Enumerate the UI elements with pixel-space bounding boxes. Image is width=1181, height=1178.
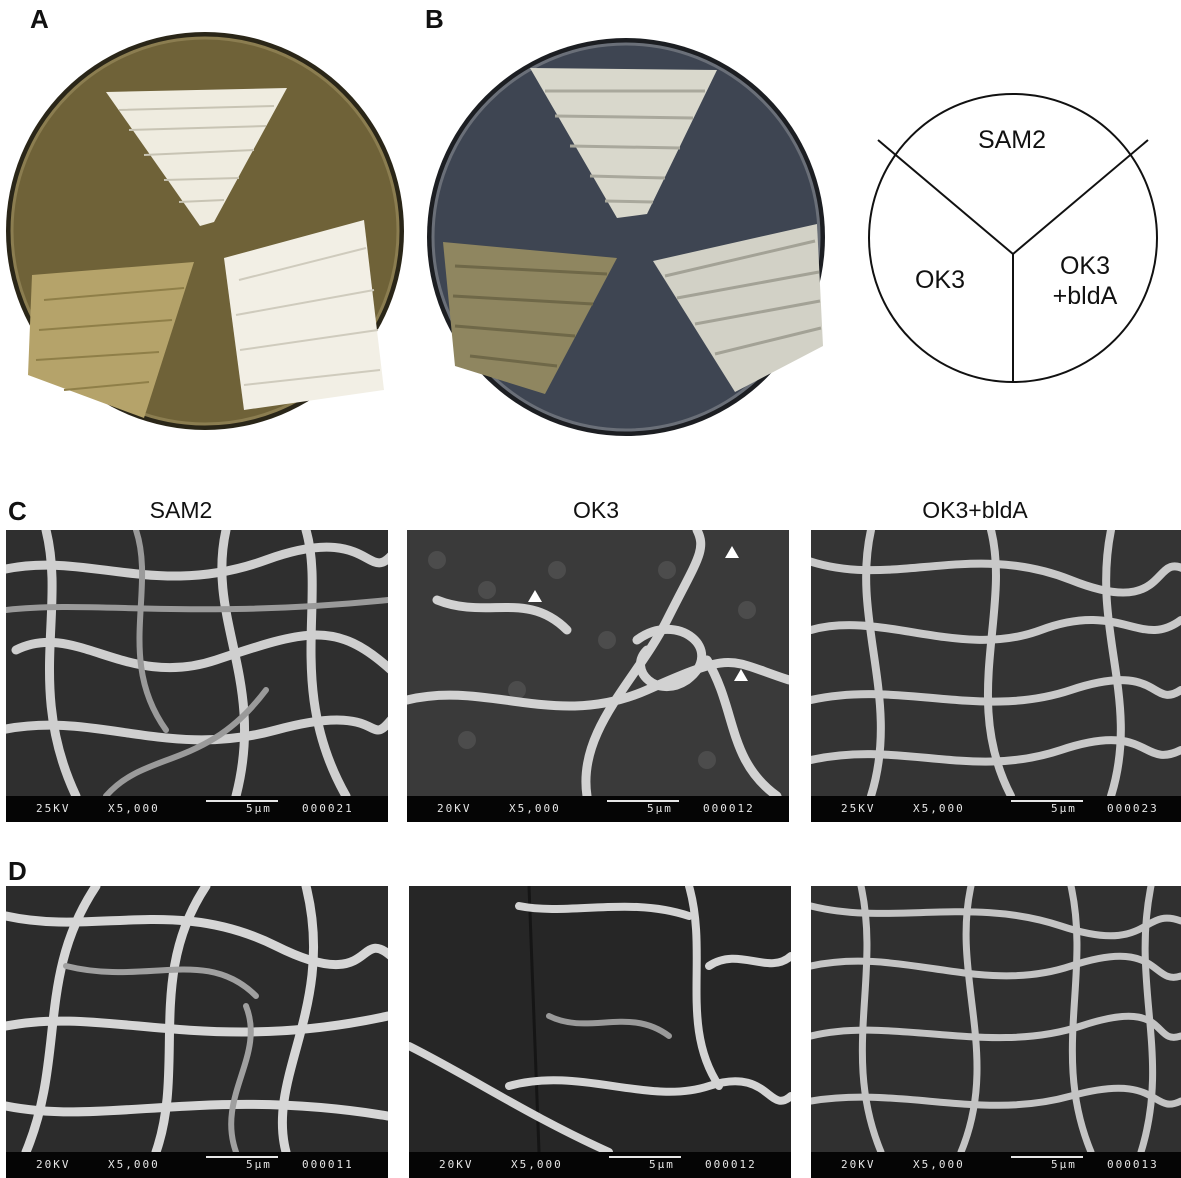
sem-voltage: 25KV	[36, 802, 71, 815]
plate-b-photo	[427, 38, 825, 436]
sem-image-number: 000011	[302, 1158, 354, 1171]
scale-bar	[1011, 1156, 1083, 1158]
scale-bar	[206, 800, 278, 802]
sem-image-d-ok3-blda: 20KV X5,000 5μm 000013	[811, 886, 1181, 1178]
sem-image-number: 000013	[1107, 1158, 1159, 1171]
sem-scale-label: 5μm	[246, 1158, 272, 1171]
sem-info-bar: 25KV X5,000 5μm 000021	[6, 796, 388, 822]
diagram-label-ok3-blda-line2: +bldA	[1052, 282, 1118, 310]
panel-label-d: D	[8, 856, 27, 886]
sem-image-c-ok3-blda: 25KV X5,000 5μm 000023	[811, 530, 1181, 822]
sem-voltage: 20KV	[841, 1158, 876, 1171]
diagram-label-sam2: SAM2	[977, 126, 1047, 154]
plate-b-sam2-colony	[530, 68, 717, 218]
sem-image-number: 000021	[302, 802, 354, 815]
plate-b-ok3-blda-colony	[653, 224, 823, 392]
panel-label-b: B	[425, 4, 444, 34]
scale-bar	[609, 1156, 681, 1158]
sem-image-c-sam2: 25KV X5,000 5μm 000021	[6, 530, 388, 822]
sem-info-bar: 20KV X5,000 5μm 000012	[407, 796, 789, 822]
sem-image-number: 000023	[1107, 802, 1159, 815]
sem-voltage: 20KV	[439, 1158, 474, 1171]
sem-info-bar: 20KV X5,000 5μm 000011	[6, 1152, 388, 1178]
sem-info-bar: 20KV X5,000 5μm 000012	[409, 1152, 791, 1178]
sem-image-d-sam2: 20KV X5,000 5μm 000011	[6, 886, 388, 1178]
sem-voltage: 25KV	[841, 802, 876, 815]
sem-magnification: X5,000	[913, 802, 965, 815]
sem-scale-label: 5μm	[649, 1158, 675, 1171]
scale-bar	[1011, 800, 1083, 802]
column-title-ok3-blda: OK3+bldA	[922, 497, 1028, 523]
arrowhead-marker	[528, 590, 542, 602]
plate-a-sam2-colony	[106, 88, 287, 226]
diagram-label-ok3: OK3	[914, 266, 966, 294]
sem-info-bar: 25KV X5,000 5μm 000023	[811, 796, 1181, 822]
sem-scale-label: 5μm	[1051, 802, 1077, 815]
sem-info-bar: 20KV X5,000 5μm 000013	[811, 1152, 1181, 1178]
sem-image-number: 000012	[703, 802, 755, 815]
arrowhead-marker	[725, 546, 739, 558]
plate-layout-diagram	[868, 93, 1158, 383]
sem-image-number: 000012	[705, 1158, 757, 1171]
sem-scale-label: 5μm	[1051, 1158, 1077, 1171]
sem-micrograph	[6, 886, 388, 1152]
sem-micrograph	[811, 530, 1181, 796]
plate-a-photo	[6, 32, 404, 430]
sem-image-d-ok3: 20KV X5,000 5μm 000012	[409, 886, 791, 1178]
sem-magnification: X5,000	[108, 802, 160, 815]
panel-label-c: C	[8, 496, 27, 526]
sem-micrograph	[407, 530, 789, 796]
column-title-ok3: OK3	[572, 497, 620, 523]
sem-scale-label: 5μm	[647, 802, 673, 815]
diagram-label-ok3-blda-line1: OK3	[1059, 252, 1111, 280]
sem-scale-label: 5μm	[246, 802, 272, 815]
sem-magnification: X5,000	[511, 1158, 563, 1171]
arrowhead-marker	[734, 669, 748, 681]
sem-micrograph	[811, 886, 1181, 1152]
plate-b-ok3-colony	[443, 242, 617, 394]
sem-voltage: 20KV	[437, 802, 472, 815]
sem-micrograph	[6, 530, 388, 796]
sem-voltage: 20KV	[36, 1158, 71, 1171]
sem-magnification: X5,000	[108, 1158, 160, 1171]
scale-bar	[607, 800, 679, 802]
sem-micrograph	[409, 886, 791, 1152]
sem-image-c-ok3: 20KV X5,000 5μm 000012	[407, 530, 789, 822]
sem-magnification: X5,000	[913, 1158, 965, 1171]
scale-bar	[206, 1156, 278, 1158]
plate-a-ok3-colony	[28, 262, 194, 418]
sem-magnification: X5,000	[509, 802, 561, 815]
panel-label-a: A	[30, 4, 49, 34]
column-title-sam2: SAM2	[149, 497, 213, 523]
plate-a-ok3-blda-colony	[224, 220, 384, 410]
